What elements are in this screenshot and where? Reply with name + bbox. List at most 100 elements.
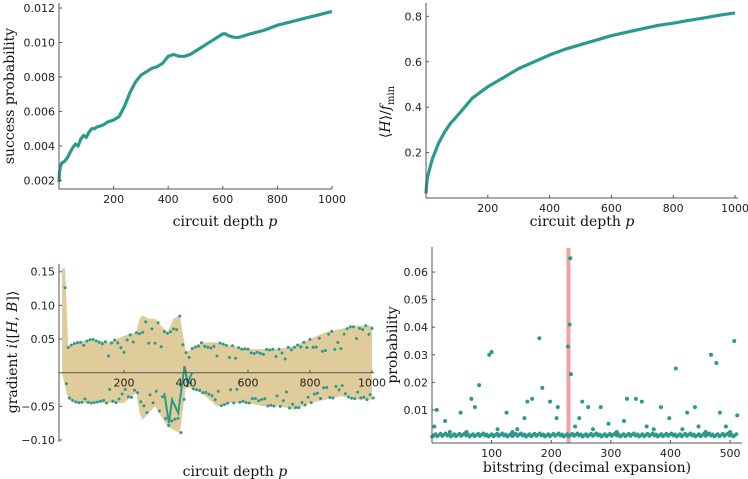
gradient-dot-upper <box>302 340 306 344</box>
y-tick-label: 0.02 <box>404 376 429 389</box>
x-tick-label: 800 <box>300 377 321 390</box>
probability-point <box>680 427 685 432</box>
gradient-dot-upper <box>252 352 256 356</box>
gradient-dot-upper <box>293 345 296 349</box>
gradient-dot-lower <box>359 396 363 400</box>
gradient-dot-upper <box>200 341 203 345</box>
gradient-dot-lower <box>154 389 158 393</box>
gradient-dot-lower <box>173 417 177 421</box>
gradient-dot-upper <box>100 342 104 346</box>
probability-point <box>590 427 595 432</box>
gradient-dot-upper <box>311 345 315 349</box>
gradient-dot-lower <box>284 390 288 394</box>
gradient-dot-lower <box>136 391 140 395</box>
x-tick-label: 200 <box>114 377 135 390</box>
gradient-dot-upper <box>131 340 135 344</box>
gradient-dot-upper <box>66 345 70 349</box>
probability-point <box>735 413 740 418</box>
gradient-dot-lower <box>253 396 257 400</box>
gradient-dot-lower <box>325 386 329 389</box>
y-tick-label: 0.10 <box>31 299 56 312</box>
y-tick-label: −0.10 <box>21 434 55 447</box>
gradient-dot-upper <box>212 344 216 348</box>
y-axis-label: ⟨H⟩/fmin <box>378 85 397 138</box>
probability-point <box>469 396 474 401</box>
gradient-dot-upper <box>330 329 334 333</box>
gradient-dot-lower <box>71 398 75 402</box>
y-tick-label: 0.06 <box>404 266 429 279</box>
gradient-dot-lower <box>117 397 121 401</box>
gradient-dot-upper <box>134 331 138 335</box>
gradient-dot-upper <box>243 347 247 351</box>
probability-point <box>621 418 626 423</box>
gradient-dot-lower <box>328 395 332 399</box>
gradient-dot-upper <box>190 346 194 350</box>
x-tick-label: 600 <box>601 202 622 215</box>
probability-points <box>430 256 740 439</box>
x-axis-label: bitstring (decimal expansion) <box>483 460 691 476</box>
gradient-dot-lower <box>334 384 338 388</box>
probability-point <box>723 424 728 429</box>
y-axis-label: probability <box>385 306 401 383</box>
gradient-dot-lower <box>269 403 273 407</box>
gradient-dot-lower <box>151 401 155 405</box>
x-tick-label: 200 <box>103 193 124 206</box>
gradient-dot-lower <box>198 388 202 392</box>
gradient-dot-lower <box>244 401 248 405</box>
x-tick-label: 1000 <box>721 202 748 215</box>
gradient-dot-lower <box>331 396 335 400</box>
gradient-dot-upper <box>175 328 179 332</box>
x-tick-label: 400 <box>158 193 179 206</box>
y-tick-label: 0.006 <box>24 105 56 118</box>
gradient-dot-upper <box>351 325 355 329</box>
gradient-dot-lower <box>160 395 164 399</box>
probability-point <box>434 407 439 412</box>
gradient-dot-lower <box>98 399 102 403</box>
gradient-dot-upper <box>76 341 79 345</box>
gradient-envelope <box>62 268 372 434</box>
gradient-dot-lower <box>201 391 205 395</box>
probability-point <box>487 352 492 357</box>
gradient-dot-lower <box>191 387 195 391</box>
gradient-dot-upper <box>162 330 166 334</box>
gradient-dot-upper <box>336 340 340 344</box>
y-tick-label: 0.05 <box>404 294 429 307</box>
probability-point <box>540 385 545 390</box>
gradient-dot-lower <box>185 384 189 388</box>
gradient-dot-lower <box>365 398 369 402</box>
gradient-dot-lower <box>95 400 99 404</box>
gradient-dot-upper <box>227 356 231 360</box>
gradient-dot-upper <box>88 338 92 342</box>
gradient-dot-lower <box>257 399 261 403</box>
gradient-dot-upper <box>63 286 67 290</box>
gradient-dot-lower <box>337 388 341 392</box>
gradient-dot-upper <box>138 332 141 336</box>
gradient-dot-lower <box>356 390 360 394</box>
probability-point <box>685 410 690 415</box>
x-tick-label: 500 <box>720 447 741 460</box>
y-tick-label: 0.6 <box>405 56 423 69</box>
probability-point <box>555 405 560 410</box>
probability-point <box>510 429 515 434</box>
probability-point <box>477 383 482 388</box>
gradient-dot-lower <box>157 409 161 413</box>
probability-point <box>667 416 672 421</box>
gradient-dot-upper <box>358 326 362 330</box>
gradient-dot-upper <box>107 354 110 358</box>
gradient-dot-upper <box>119 346 123 350</box>
x-tick-label: 400 <box>539 202 560 215</box>
x-tick-label: 400 <box>660 447 681 460</box>
probability-point <box>443 418 448 423</box>
gradient-dot-lower <box>343 392 347 396</box>
gradient-dot-lower <box>288 406 292 410</box>
energy-ratio-series <box>424 11 736 194</box>
x-tick-label: 200 <box>541 447 562 460</box>
gradient-dot-lower <box>111 399 115 403</box>
gradient-dot-lower <box>306 395 310 399</box>
probability-point <box>573 424 578 429</box>
gradient-dot-lower <box>235 387 239 391</box>
gradient-dot-lower <box>229 388 233 392</box>
probability-point <box>565 344 570 349</box>
gradient-dot-upper <box>255 350 259 354</box>
